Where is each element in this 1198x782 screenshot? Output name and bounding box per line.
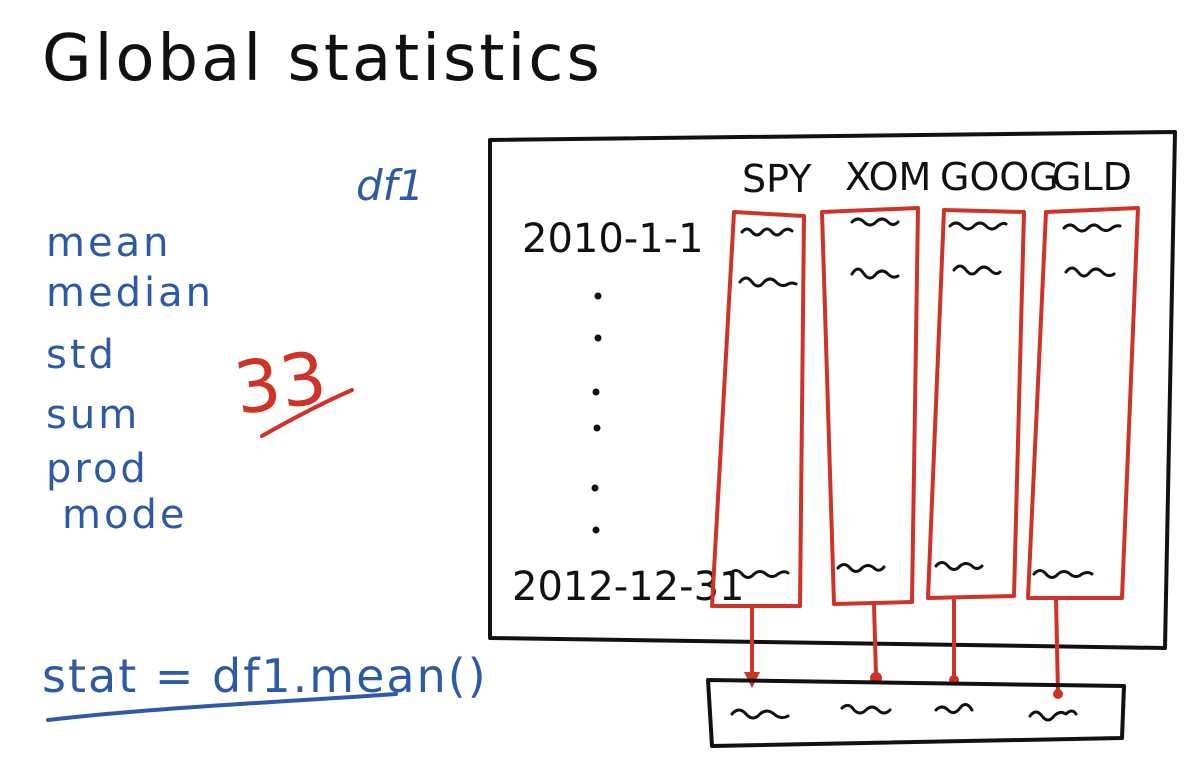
stat-count-underline bbox=[260, 388, 354, 438]
row-end-label: 2012-12-31 bbox=[512, 564, 744, 610]
column-header-goog: GOOG bbox=[940, 155, 1059, 199]
result-squiggle-xom bbox=[840, 703, 892, 715]
squiggle-spy-top bbox=[740, 227, 794, 237]
dataframe-box bbox=[488, 130, 1177, 650]
stat-item-prod: prod bbox=[46, 446, 149, 492]
squiggle-gld-last bbox=[1032, 569, 1094, 579]
code-line: stat = df1.mean() bbox=[42, 649, 488, 703]
result-box bbox=[706, 678, 1126, 748]
column-outline-gld bbox=[1026, 206, 1140, 600]
squiggle-gld-top bbox=[1062, 223, 1122, 233]
arrow-xom bbox=[872, 602, 878, 678]
result-squiggle-spy bbox=[730, 708, 790, 720]
squiggle-xom-second bbox=[850, 267, 900, 280]
row-start-label: 2010-1-1 bbox=[522, 216, 704, 262]
column-outline-goog bbox=[926, 208, 1026, 600]
stat-count: 33 bbox=[229, 335, 331, 431]
column-header-gld: GLD bbox=[1052, 155, 1132, 199]
result-squiggles bbox=[730, 703, 1078, 722]
result-arrows bbox=[750, 596, 1060, 696]
squiggle-gld-second bbox=[1064, 266, 1116, 278]
column-outline-spy bbox=[710, 210, 806, 608]
stat-item-mean: mean bbox=[46, 220, 171, 266]
column-outlines bbox=[710, 206, 1140, 608]
column-outline-xom bbox=[820, 206, 920, 606]
squiggle-xom-last bbox=[836, 563, 886, 573]
squiggle-xom-top bbox=[850, 217, 900, 227]
data-squiggles bbox=[728, 217, 1122, 579]
column-header-spy: SPY bbox=[742, 157, 812, 201]
squiggle-spy-last bbox=[728, 569, 790, 579]
squiggle-goog-top bbox=[948, 221, 1008, 231]
dataframe-label: df1 bbox=[356, 161, 424, 210]
arrow-head-gld bbox=[1053, 689, 1063, 699]
result-squiggle-gld bbox=[1028, 709, 1078, 722]
squiggle-goog-last bbox=[934, 561, 984, 571]
row-ellipsis bbox=[591, 292, 602, 534]
page-title: Global statistics bbox=[42, 22, 603, 96]
code-underline bbox=[46, 692, 398, 722]
squiggle-spy-second bbox=[738, 276, 798, 288]
result-squiggle-goog bbox=[934, 703, 974, 715]
stat-item-mode: mode bbox=[62, 492, 187, 538]
column-headers: SPY XOM GOOG GLD bbox=[742, 155, 1132, 201]
squiggle-goog-second bbox=[952, 264, 1002, 276]
stats-list: mean median std sum prod mode bbox=[46, 220, 214, 538]
column-header-xom: XOM bbox=[845, 155, 931, 199]
stat-item-std: std bbox=[46, 332, 117, 378]
arrow-gld bbox=[1054, 596, 1060, 696]
stat-item-sum: sum bbox=[46, 392, 140, 438]
stat-item-median: median bbox=[46, 270, 214, 316]
